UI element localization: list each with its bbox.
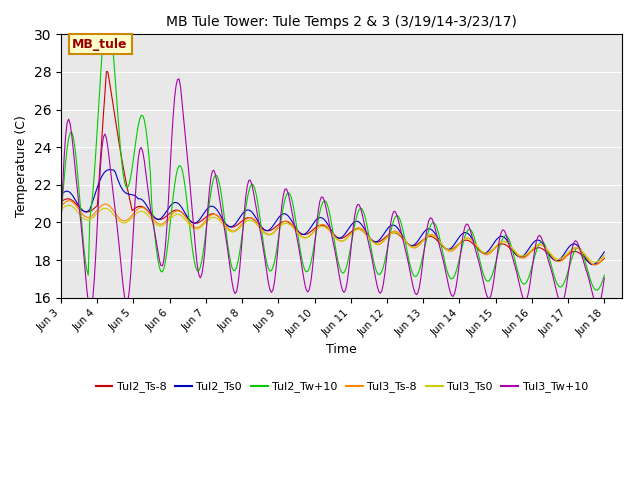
X-axis label: Time: Time	[326, 343, 357, 356]
Tul2_Ts0	[57, 192, 65, 198]
Tul3_Ts0	[572, 245, 579, 251]
Tul3_Ts0	[296, 233, 304, 239]
Tul2_Ts0	[572, 241, 579, 247]
Tul2_Tw+10	[239, 228, 246, 234]
Tul2_Ts0	[125, 192, 133, 197]
Tul3_Ts0	[125, 218, 133, 224]
Tul3_Ts-8	[239, 220, 246, 226]
Tul2_Tw+10	[125, 181, 133, 187]
Legend: Tul2_Ts-8, Tul2_Ts0, Tul2_Tw+10, Tul3_Ts-8, Tul3_Ts0, Tul3_Tw+10: Tul2_Ts-8, Tul2_Ts0, Tul2_Tw+10, Tul3_Ts…	[91, 377, 592, 397]
Tul3_Ts-8	[600, 254, 608, 260]
Tul2_Tw+10	[296, 247, 304, 252]
Tul3_Tw+10	[175, 76, 183, 82]
Tul2_Tw+10	[221, 216, 228, 221]
Tul3_Tw+10	[298, 262, 305, 268]
Tul2_Ts-8	[600, 255, 608, 261]
Tul2_Ts0	[248, 209, 255, 215]
Tul2_Ts-8	[57, 199, 65, 205]
Tul3_Tw+10	[86, 306, 93, 312]
Tul3_Ts-8	[125, 216, 133, 221]
Tul3_Ts0	[65, 203, 72, 208]
Tul3_Ts-8	[591, 262, 599, 268]
Tul3_Ts0	[248, 218, 255, 224]
Tul2_Ts-8	[590, 262, 598, 267]
Line: Tul2_Tw+10: Tul2_Tw+10	[61, 7, 604, 290]
Tul3_Ts-8	[248, 215, 255, 221]
Tul2_Ts-8	[296, 230, 304, 236]
Tul3_Ts-8	[296, 232, 304, 238]
Tul2_Tw+10	[57, 216, 65, 221]
Tul2_Ts0	[239, 211, 246, 216]
Line: Tul2_Ts0: Tul2_Ts0	[61, 169, 604, 264]
Tul2_Tw+10	[248, 181, 255, 187]
Tul3_Ts0	[239, 222, 246, 228]
Tul2_Ts-8	[102, 69, 110, 74]
Tul3_Tw+10	[240, 211, 248, 216]
Tul2_Ts0	[106, 167, 113, 172]
Tul2_Ts-8	[572, 249, 579, 254]
Tul2_Ts-8	[239, 217, 246, 223]
Tul2_Ts-8	[248, 216, 255, 221]
Tul3_Ts-8	[57, 204, 65, 210]
Text: MB_tule: MB_tule	[72, 37, 128, 50]
Tul2_Ts-8	[125, 194, 133, 200]
Tul3_Tw+10	[250, 188, 257, 194]
Tul2_Tw+10	[600, 273, 608, 278]
Tul2_Ts0	[588, 262, 596, 267]
Tul3_Tw+10	[125, 289, 133, 295]
Tul3_Tw+10	[57, 220, 65, 226]
Line: Tul2_Ts-8: Tul2_Ts-8	[61, 72, 604, 264]
Tul2_Ts0	[221, 219, 228, 225]
Tul2_Ts0	[296, 230, 304, 236]
Tul3_Tw+10	[573, 239, 581, 245]
Tul3_Ts-8	[221, 221, 228, 227]
Line: Tul3_Ts0: Tul3_Ts0	[61, 205, 604, 262]
Tul3_Ts-8	[572, 245, 579, 251]
Tul3_Ts0	[591, 259, 599, 265]
Tul3_Tw+10	[222, 235, 230, 241]
Tul3_Ts0	[600, 252, 608, 258]
Y-axis label: Temperature (C): Temperature (C)	[15, 115, 28, 217]
Tul3_Ts0	[57, 207, 65, 213]
Tul2_Ts-8	[221, 220, 228, 226]
Tul3_Tw+10	[600, 275, 608, 281]
Tul2_Tw+10	[572, 247, 579, 252]
Title: MB Tule Tower: Tule Temps 2 & 3 (3/19/14-3/23/17): MB Tule Tower: Tule Temps 2 & 3 (3/19/14…	[166, 15, 517, 29]
Tul2_Ts0	[600, 249, 608, 255]
Tul3_Ts0	[221, 223, 228, 229]
Line: Tul3_Ts-8: Tul3_Ts-8	[61, 201, 604, 265]
Tul3_Ts-8	[65, 198, 72, 204]
Line: Tul3_Tw+10: Tul3_Tw+10	[61, 79, 604, 309]
Tul2_Tw+10	[104, 4, 112, 10]
Tul2_Tw+10	[593, 288, 600, 293]
